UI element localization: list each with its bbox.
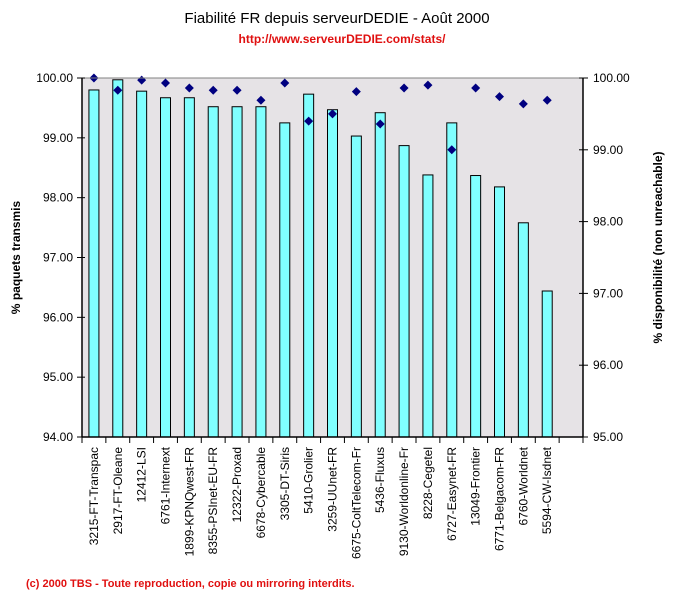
marker-12322-Proxad (232, 85, 242, 95)
x-tick-label: 6760-Worldnet (516, 446, 530, 525)
left-axis-title: % paquets transmis (9, 200, 23, 314)
chart-title: Fiabilité FR depuis serveurDEDIE - Août … (184, 10, 490, 27)
marker-13049-Frontier (471, 83, 481, 93)
x-tick-label: 6678-Cybercable (254, 447, 268, 539)
bar-5410-Grolier (303, 93, 315, 438)
right-tick-label: 99.00 (593, 143, 623, 157)
left-tick-label: 97.00 (43, 251, 73, 265)
marker-2917-FT-Oleane (113, 85, 123, 95)
bar-8355-PSInet-EU-FR (207, 106, 219, 438)
right-axis-ticks: 95.00 96.00 97.00 98.00 99.00 100.00 (579, 71, 630, 444)
left-tick-label: 99.00 (43, 131, 73, 145)
marker-8355-PSInet-EU-FR (208, 85, 218, 95)
bar-6760-Worldnet (517, 222, 529, 438)
x-tick-label: 12322-Proxad (230, 447, 244, 522)
bar-5436-Fluxus (374, 112, 386, 438)
right-axis-title: % disponibilité (non unreachable) (651, 151, 665, 343)
x-tick-label: 6675-ColtTelecom-Fr (349, 447, 363, 559)
left-tick-label: 98.00 (43, 191, 73, 205)
x-axis-ticks: 3215-FT-Transpac 2917-FT-Oleane 12412-LSI 6… (81, 437, 584, 559)
x-tick-label: 6771-Belgacom-FR (493, 447, 507, 551)
x-tick-label: 13049-Frontier (469, 447, 483, 526)
right-tick-label: 97.00 (593, 286, 623, 300)
bar-6675-ColtTelecom-Fr (350, 135, 362, 438)
left-axis-ticks: 94.00 95.00 96.00 97.00 98.00 99.00 100.00 (36, 71, 85, 444)
bar-8228-Cegetel (422, 174, 434, 438)
x-tick-label: 1899-KPNQwest-FR (182, 447, 196, 557)
left-tick-label: 94.00 (43, 430, 73, 444)
marker-6727-Easynet-FR (447, 145, 457, 155)
bar-3259-UUnet-FR (327, 109, 338, 438)
bar-3305-DT-Siris (279, 122, 291, 438)
marker-5594-CW-Isdnet (542, 95, 552, 105)
bar-6771-Belgacom-FR (494, 186, 505, 438)
left-tick-label: 96.00 (43, 310, 73, 324)
bar-6727-Easynet-FR (446, 122, 458, 438)
marker-5436-Fluxus (375, 119, 385, 129)
x-tick-label: 6761-Internext (159, 446, 173, 524)
x-tick-label: 2917-FT-Oleane (111, 447, 125, 535)
chart-subtitle-url[interactable]: http://www.serveurDEDIE.com/stats/ (238, 32, 446, 46)
x-tick-label: 3305-DT-Siris (278, 447, 292, 520)
right-tick-label: 95.00 (593, 430, 623, 444)
marker-6771-Belgacom-FR (495, 92, 504, 102)
x-tick-label: 3215-FT-Transpac (87, 447, 101, 545)
bar-12412-LSI (136, 90, 148, 438)
marker-5410-Grolier (304, 116, 314, 126)
bar-6678-Cybercable (255, 106, 267, 438)
x-tick-label: 9130-Worldonline-Fr (397, 447, 411, 556)
bar-6761-Internext (160, 97, 171, 438)
marker-8228-Cegetel (423, 80, 433, 90)
bar-3215-FT-Transpac (88, 89, 100, 438)
x-tick-label: 5436-Fluxus (373, 447, 387, 513)
marker-6761-Internext (161, 78, 170, 88)
x-tick-label: 5594-CW-Isdnet (540, 446, 554, 534)
bar-9130-Worldonline-Fr (398, 145, 410, 438)
left-tick-label: 100.00 (36, 71, 73, 85)
bar-5594-CW-Isdnet (541, 290, 553, 438)
x-tick-label: 8355-PSInet-EU-FR (206, 447, 220, 555)
marker-6760-Worldnet (518, 99, 528, 109)
right-tick-label: 96.00 (593, 358, 623, 372)
bar-2917-FT-Oleane (112, 79, 124, 438)
bar-13049-Frontier (470, 175, 482, 438)
x-tick-label: 3259-UUnet-FR (326, 447, 340, 532)
x-tick-label: 8228-Cegetel (421, 447, 435, 519)
marker-3305-DT-Siris (280, 78, 290, 88)
marker-6678-Cybercable (256, 95, 266, 105)
marker-6675-ColtTelecom-Fr (351, 87, 361, 97)
marker-1899-KPNQwest-FR (184, 83, 194, 93)
x-tick-label: 12412-LSI (135, 447, 149, 502)
copyright-footer: (c) 2000 TBS - Toute reproduction, copie… (26, 578, 355, 590)
marker-9130-Worldonline-Fr (399, 83, 409, 93)
x-tick-label: 5410-Grolier (302, 447, 316, 514)
chart: 94.00 95.00 96.00 97.00 98.00 99.00 100.00 95.… (9, 71, 665, 559)
marker-3259-UUnet-FR (328, 109, 337, 119)
right-tick-label: 100.00 (593, 71, 630, 85)
bar-12322-Proxad (231, 106, 243, 438)
marker-series (89, 73, 552, 155)
bar-1899-KPNQwest-FR (183, 97, 195, 438)
left-tick-label: 95.00 (43, 370, 73, 384)
x-tick-label: 6727-Easynet-FR (445, 447, 459, 541)
right-tick-label: 98.00 (593, 215, 623, 229)
